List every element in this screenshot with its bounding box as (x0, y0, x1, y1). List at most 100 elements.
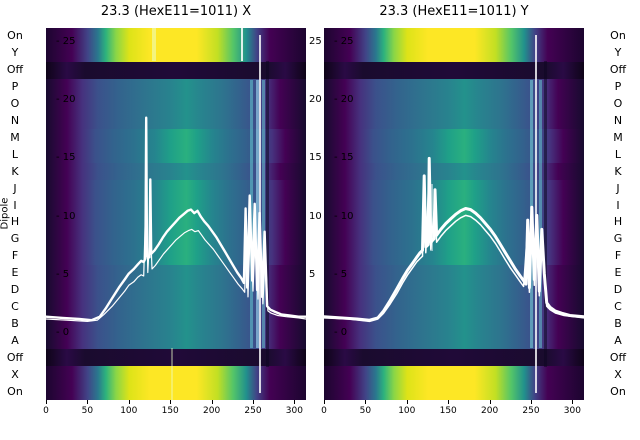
heatmap-row-c (46, 298, 306, 317)
x-tick-label: 50 (359, 406, 372, 416)
row-label-right-k: K (614, 164, 622, 178)
heatmap-row-p (46, 78, 306, 97)
x-tick-mark (365, 400, 367, 404)
heatmap-row-x (46, 366, 306, 384)
x-tick-label: 100 (120, 406, 138, 416)
row-label-right-j: J (616, 181, 620, 195)
row-label-right-p: P (614, 80, 622, 94)
profile-overlay (46, 116, 306, 322)
row-label-right-c: C (614, 300, 622, 313)
heatmap-row-y (324, 44, 584, 63)
x-tick-label: 150 (439, 406, 457, 416)
heatmap-row-o (46, 95, 306, 114)
x-tick-mark (294, 400, 296, 404)
row-label-right-d: D (613, 283, 623, 297)
row-label-right-h: H (613, 215, 623, 229)
heatmap-row-k (324, 163, 584, 181)
y-tick-label: - 15 (334, 152, 354, 164)
x-tick-mark (406, 400, 408, 404)
heatmap-row-l (324, 146, 584, 164)
heatmap-row-y (46, 44, 306, 63)
x-tick-label: 0 (43, 406, 49, 416)
heatmap-streak-7 (266, 61, 270, 367)
y-tick-label-right: 15 (309, 152, 322, 164)
profile-line-0 (324, 156, 584, 322)
subplot-x-heatmap (46, 28, 306, 400)
heatmap-row-x (324, 366, 584, 384)
heatmap-row-b (324, 315, 584, 333)
heatmap-streak-1 (241, 28, 244, 62)
row-label-left-on: On (7, 384, 23, 398)
heatmap-streak-4 (255, 80, 259, 348)
row-label-left-c: C (11, 300, 19, 313)
x-tick-mark (531, 400, 532, 404)
row-label-right-a: A (614, 333, 622, 347)
heatmap-row-g (324, 230, 584, 249)
x-tick-label: 300 (563, 406, 581, 416)
row-label-right-e: E (614, 266, 622, 280)
y-tick-label: - 20 (56, 94, 76, 106)
y-tick-label-right: 5 (309, 268, 316, 280)
row-label-left-m: M (10, 130, 20, 144)
row-label-left-k: K (11, 164, 19, 178)
row-label-left-d: D (10, 283, 20, 297)
y-tick-label: - 20 (334, 94, 354, 106)
x-tick-mark (87, 400, 89, 404)
x-tick-mark (170, 400, 172, 404)
row-label-left-f: F (11, 249, 19, 263)
row-label-left-h: H (10, 215, 20, 229)
heatmap-row-a (46, 332, 306, 350)
row-label-left-e: E (11, 266, 19, 280)
row-label-right-off: Off (609, 63, 627, 77)
row-label-right-f: F (614, 249, 622, 263)
row-label-left-j: J (13, 181, 17, 195)
heatmap-streak-6 (262, 80, 266, 348)
heatmap-row-j (46, 180, 306, 198)
y-tick-label: - 0 (334, 327, 348, 338)
heatmap-row-m (46, 129, 306, 147)
x-tick-label: 200 (481, 406, 499, 416)
row-label-left-g: G (10, 232, 20, 246)
row-label-right-y: Y (614, 46, 622, 60)
heatmap-row-b (46, 315, 306, 333)
x-tick-mark (572, 400, 574, 404)
subplot-y-heatmap (324, 28, 584, 400)
y-tick-label: - 10 (334, 210, 354, 222)
row-label-left-off: Off (6, 63, 24, 77)
subplot-x: 23.3 (HexE11=1011) X - 25 - 20 - 15 - 10 - 5… (43, 4, 322, 416)
row-label-right-i: I (616, 198, 620, 212)
x-tick-label: 300 (285, 406, 303, 416)
row-label-right-b: B (614, 316, 622, 330)
heatmap-row-off (46, 349, 306, 367)
x-tick-label: 250 (244, 406, 262, 416)
heatmap-row-f (46, 247, 306, 266)
heatmap-streak-2 (534, 35, 537, 393)
x-tick-mark (448, 400, 450, 404)
heatmap-row-k (46, 163, 306, 181)
x-tick-mark (46, 400, 47, 404)
row-label-left-b: B (11, 316, 19, 330)
x-tick-label: 100 (398, 406, 416, 416)
heatmap-row-j (324, 180, 584, 198)
row-label-left-o: O (10, 97, 20, 111)
row-label-right-o: O (613, 97, 623, 111)
y-tick-label: - 15 (56, 152, 76, 164)
x-tick-mark (211, 400, 213, 404)
profile-overlay (324, 156, 584, 323)
y-tick-label-right: 20 (309, 94, 322, 106)
subplot-y: 23.3 (HexE11=1011) Y - 25 - 20 - 15 - 10 - 5… (321, 4, 584, 416)
row-label-right-on: On (610, 29, 626, 43)
heatmap-row-off (46, 61, 306, 80)
heatmap-row-off (324, 349, 584, 367)
heatmap-row-o (324, 95, 584, 114)
row-label-right-on: On (610, 384, 626, 398)
x-tick-mark (489, 400, 491, 404)
heatmap-row-on (324, 383, 584, 400)
row-label-right-m: M (613, 130, 623, 144)
row-label-left-a: A (11, 333, 19, 347)
heatmap-row-l (46, 146, 306, 164)
heatmap-row-on (324, 28, 584, 46)
heatmap-streak-0 (151, 28, 156, 62)
row-label-right-n: N (613, 114, 623, 127)
